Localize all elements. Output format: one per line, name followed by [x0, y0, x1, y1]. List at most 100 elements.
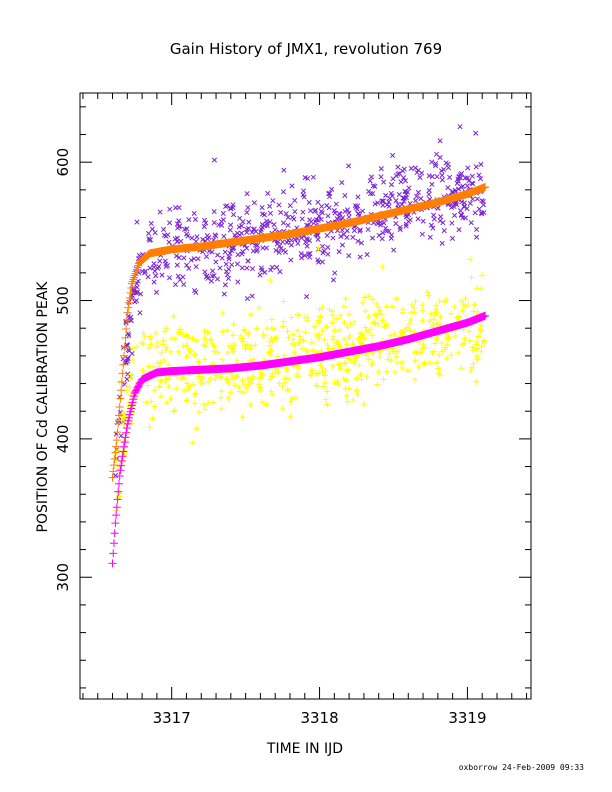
point-series-2	[248, 380, 255, 387]
point-series-2	[321, 372, 328, 379]
point-series-2	[146, 345, 153, 352]
point-series-2	[391, 331, 398, 338]
point-series-2	[413, 349, 420, 356]
point-series-2	[344, 398, 351, 405]
point-series-1	[330, 277, 336, 283]
point-series-2	[399, 365, 406, 372]
point-series-1	[469, 173, 475, 179]
point-series-2	[340, 375, 347, 382]
point-series-2	[368, 361, 375, 368]
point-series-1	[239, 265, 245, 271]
point-series-1	[184, 262, 190, 268]
point-series-1	[278, 245, 284, 251]
point-series-1	[288, 257, 294, 263]
fit-point-series-3	[116, 466, 125, 475]
point-series-2	[144, 382, 151, 389]
point-series-1	[414, 193, 420, 199]
point-series-1	[230, 212, 237, 218]
point-series-1	[310, 174, 316, 180]
point-series-1	[466, 178, 472, 184]
point-series-1	[418, 196, 424, 202]
point-series-2	[470, 308, 477, 315]
fit-point-series-4	[116, 394, 125, 403]
point-series-2	[159, 341, 166, 348]
point-series-2	[256, 304, 263, 311]
y-tick-label: 400	[54, 425, 72, 454]
point-series-1	[244, 265, 250, 271]
point-series-1	[393, 220, 399, 227]
point-series-2	[191, 352, 198, 359]
fit-point-series-4	[112, 442, 121, 451]
point-series-2	[369, 296, 376, 303]
point-series-1	[467, 200, 473, 207]
point-series-2	[383, 368, 390, 375]
point-series-1	[433, 160, 439, 167]
point-series-2	[436, 351, 443, 358]
point-series-1	[304, 294, 310, 300]
point-series-2	[285, 334, 292, 341]
point-series-2	[279, 406, 286, 413]
fit-point-series-4	[119, 360, 128, 369]
point-series-1	[200, 237, 206, 243]
point-series-1	[428, 222, 434, 228]
point-series-1	[221, 233, 227, 239]
point-series-2	[308, 371, 315, 378]
point-series-2	[207, 375, 214, 382]
point-series-1	[380, 230, 386, 236]
point-series-2	[281, 352, 288, 359]
point-series-2	[342, 359, 349, 366]
point-series-2	[242, 343, 249, 350]
point-series-2	[322, 396, 329, 403]
point-series-2	[397, 360, 404, 367]
point-series-1	[167, 206, 173, 212]
point-series-2	[458, 298, 465, 305]
fit-point-series-4	[127, 279, 136, 288]
point-series-1	[287, 202, 293, 209]
footer-credit: oxborrow 24-Feb-2009 09:33	[459, 763, 584, 772]
point-series-1	[228, 222, 234, 228]
point-series-2	[289, 395, 296, 402]
point-series-2	[346, 311, 353, 318]
point-series-2	[478, 348, 485, 355]
point-series-2	[412, 298, 419, 305]
point-series-2	[443, 355, 450, 362]
point-series-2	[407, 316, 414, 323]
point-series-1	[338, 233, 344, 239]
point-series-1	[458, 212, 464, 218]
point-series-2	[316, 306, 323, 313]
point-series-1	[325, 213, 331, 219]
fit-point-series-4	[121, 333, 130, 342]
point-series-1	[298, 235, 305, 241]
fit-point-series-4	[128, 277, 137, 286]
point-series-2	[295, 339, 302, 346]
point-series-2	[134, 344, 141, 351]
point-series-1	[274, 241, 280, 247]
point-series-2	[260, 331, 267, 338]
point-series-2	[343, 341, 350, 348]
point-series-2	[190, 381, 197, 388]
point-series-2	[357, 371, 364, 378]
point-series-1	[462, 175, 468, 181]
axis-ticks	[80, 93, 531, 699]
point-series-1	[235, 252, 241, 258]
point-series-1	[389, 232, 395, 238]
point-series-2	[274, 353, 281, 360]
y-tick-label: 500	[54, 286, 72, 315]
point-series-2	[309, 347, 316, 354]
point-series-2	[433, 335, 440, 342]
point-series-2	[411, 309, 418, 316]
point-series-2	[173, 385, 180, 392]
point-series-2	[171, 335, 178, 342]
point-series-1	[228, 206, 234, 212]
point-series-2	[295, 364, 302, 371]
point-series-2	[369, 332, 376, 339]
point-series-2	[224, 327, 231, 334]
point-series-2	[191, 400, 198, 407]
point-series-2	[287, 398, 294, 405]
point-series-2	[185, 383, 192, 390]
fit-point-series-3	[114, 479, 123, 488]
point-series-1	[217, 265, 223, 271]
point-series-2	[309, 367, 316, 374]
point-series-2	[369, 360, 376, 367]
